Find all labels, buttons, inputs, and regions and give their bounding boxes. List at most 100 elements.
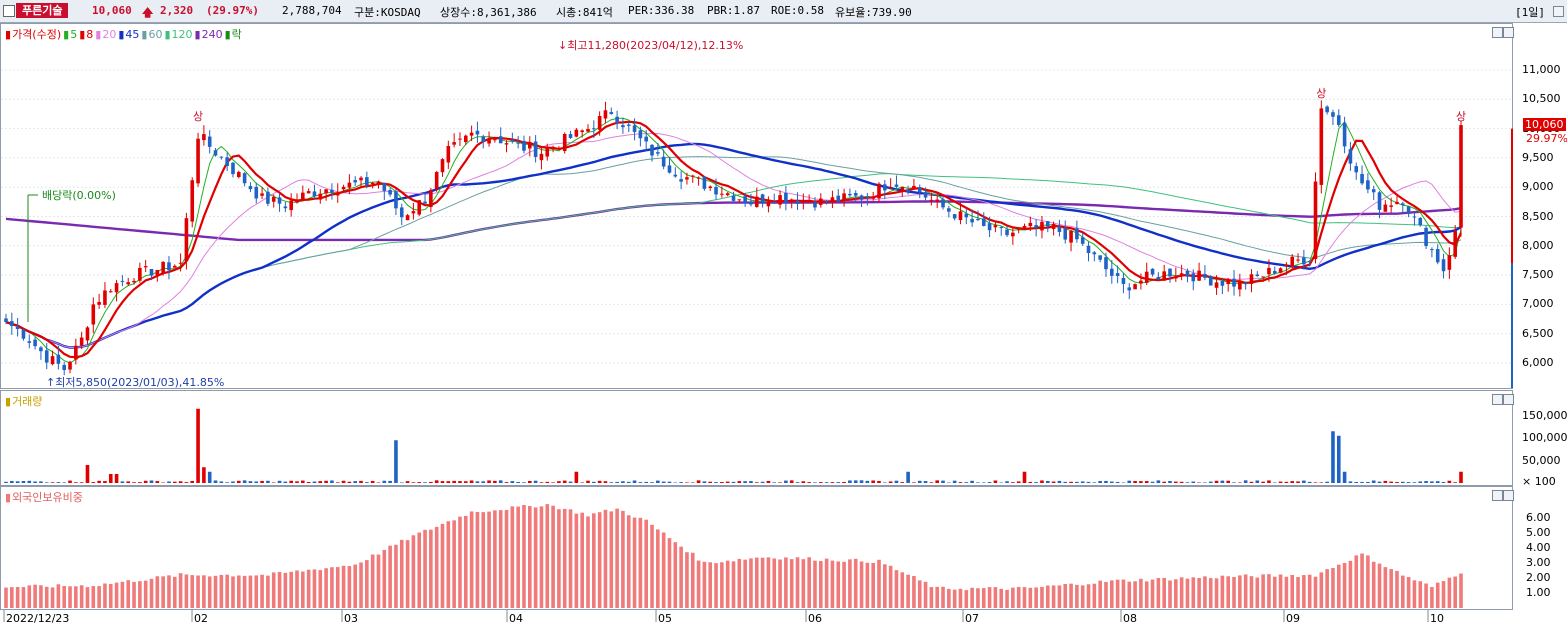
legend-item[interactable]: ▮락	[224, 28, 242, 41]
foreign-bar	[225, 574, 229, 608]
volume-bar	[1110, 481, 1114, 483]
volume-bar	[440, 481, 445, 483]
volume-minimize-button[interactable]	[1492, 394, 1503, 405]
foreign-bar	[1435, 582, 1440, 608]
candle-body	[551, 146, 555, 149]
foreign-bar	[359, 562, 363, 608]
candle-body	[143, 266, 148, 268]
candle-body	[562, 133, 567, 152]
volume-bar	[1139, 481, 1143, 483]
foreign-title: 외국인보유비중	[12, 491, 83, 504]
stock-name-badge[interactable]: 푸른기술	[16, 3, 69, 18]
candle-body	[213, 150, 218, 156]
volume-close-button[interactable]	[1503, 394, 1514, 405]
volume-bar	[1342, 471, 1347, 483]
volume-bar	[4, 481, 8, 483]
volume-bar	[1435, 481, 1440, 483]
foreign-bar	[667, 538, 672, 608]
x-tick-label: 05	[658, 612, 672, 625]
foreign-bar	[202, 575, 206, 608]
foreign-minimize-button[interactable]	[1492, 490, 1503, 501]
volume-bar	[469, 480, 474, 483]
limit-up-marker: 상	[1456, 110, 1466, 123]
foreign-legend: ▮외국인보유비중	[5, 491, 83, 504]
volume-bar	[883, 482, 887, 483]
legend-item[interactable]: ▮45	[118, 28, 140, 41]
foreign-bar	[196, 575, 200, 608]
legend-item[interactable]: ▮60	[141, 28, 163, 41]
volume-bar	[1115, 481, 1120, 483]
foreign-bar	[1075, 584, 1079, 608]
volume-bar	[1220, 480, 1225, 483]
foreign-bar	[1255, 577, 1260, 608]
foreign-bar	[1121, 579, 1126, 608]
foreign-bar	[138, 581, 142, 608]
volume-bar	[120, 481, 125, 483]
period-selector[interactable]: [1일]	[1515, 6, 1545, 19]
foreign-bar	[533, 507, 538, 608]
legend-item[interactable]: ▮가격(수정)	[5, 28, 62, 41]
foreign-bar	[475, 512, 480, 608]
legend-item[interactable]: ▮240	[194, 28, 223, 41]
candle-body	[1069, 230, 1073, 243]
volume-bar	[44, 482, 49, 483]
select-checkbox[interactable]	[3, 5, 15, 17]
volume-bar	[1360, 481, 1364, 483]
candle-body	[1453, 231, 1457, 257]
foreign-bar	[865, 562, 870, 608]
volume-bar	[592, 481, 596, 483]
foreign-bar	[283, 572, 288, 608]
candle-body	[650, 144, 654, 156]
volume-bar	[702, 481, 707, 483]
candle-body	[981, 218, 986, 226]
candle-body	[714, 187, 718, 195]
legend-item[interactable]: ▮5	[63, 28, 78, 41]
panel-minimize-button[interactable]	[1492, 27, 1503, 38]
foreign-bar	[388, 545, 392, 608]
candle-body	[568, 134, 573, 138]
foreign-bar	[120, 581, 125, 608]
volume-bar	[1302, 480, 1306, 483]
legend-item[interactable]: ▮8	[79, 28, 94, 41]
volume-bar	[906, 471, 910, 483]
x-tick-label: 03	[344, 612, 358, 625]
x-tick-label: 08	[1123, 612, 1137, 625]
candle-body	[1307, 261, 1312, 263]
window-menu-button[interactable]	[1553, 6, 1564, 17]
volume-bar	[149, 480, 154, 483]
foreign-bar	[15, 586, 20, 608]
volume-bar	[516, 481, 520, 483]
candle-body	[469, 132, 474, 136]
volume-title: 거래량	[12, 395, 43, 408]
foreign-bar	[330, 567, 334, 608]
foreign-bar	[1313, 576, 1318, 608]
volume-bar	[237, 480, 241, 483]
candle-body	[1278, 268, 1283, 273]
candle-body	[964, 213, 969, 218]
foreign-bar	[941, 586, 945, 608]
ma-8-line	[5, 120, 1462, 359]
foreign-bar	[155, 576, 160, 608]
legend-item[interactable]: ▮20	[95, 28, 117, 41]
candle-body	[1057, 226, 1062, 232]
foreign-axis: 6.00 5.00 4.00 3.00 2.00 1.00	[1514, 486, 1567, 610]
candle-body	[1098, 255, 1102, 260]
volume-bar	[848, 480, 852, 483]
foreign-bar	[987, 587, 992, 608]
candle-body	[597, 116, 602, 130]
volume-bar	[737, 481, 742, 483]
volume-bar	[871, 480, 875, 483]
volume-bar	[1389, 481, 1393, 483]
panel-close-button[interactable]	[1503, 27, 1514, 38]
volume-bar	[510, 481, 515, 483]
foreign-bar	[958, 588, 963, 608]
foreign-bar	[871, 562, 875, 608]
volume-bar	[126, 481, 131, 483]
legend-item[interactable]: ▮120	[164, 28, 193, 41]
foreign-bar	[481, 512, 486, 608]
candle-body	[667, 165, 672, 173]
volume-bar	[330, 480, 334, 483]
price-legend: ▮가격(수정) ▮5 ▮8 ▮20 ▮45 ▮60 ▮120 ▮240 ▮락	[5, 26, 244, 42]
foreign-close-button[interactable]	[1503, 490, 1514, 501]
